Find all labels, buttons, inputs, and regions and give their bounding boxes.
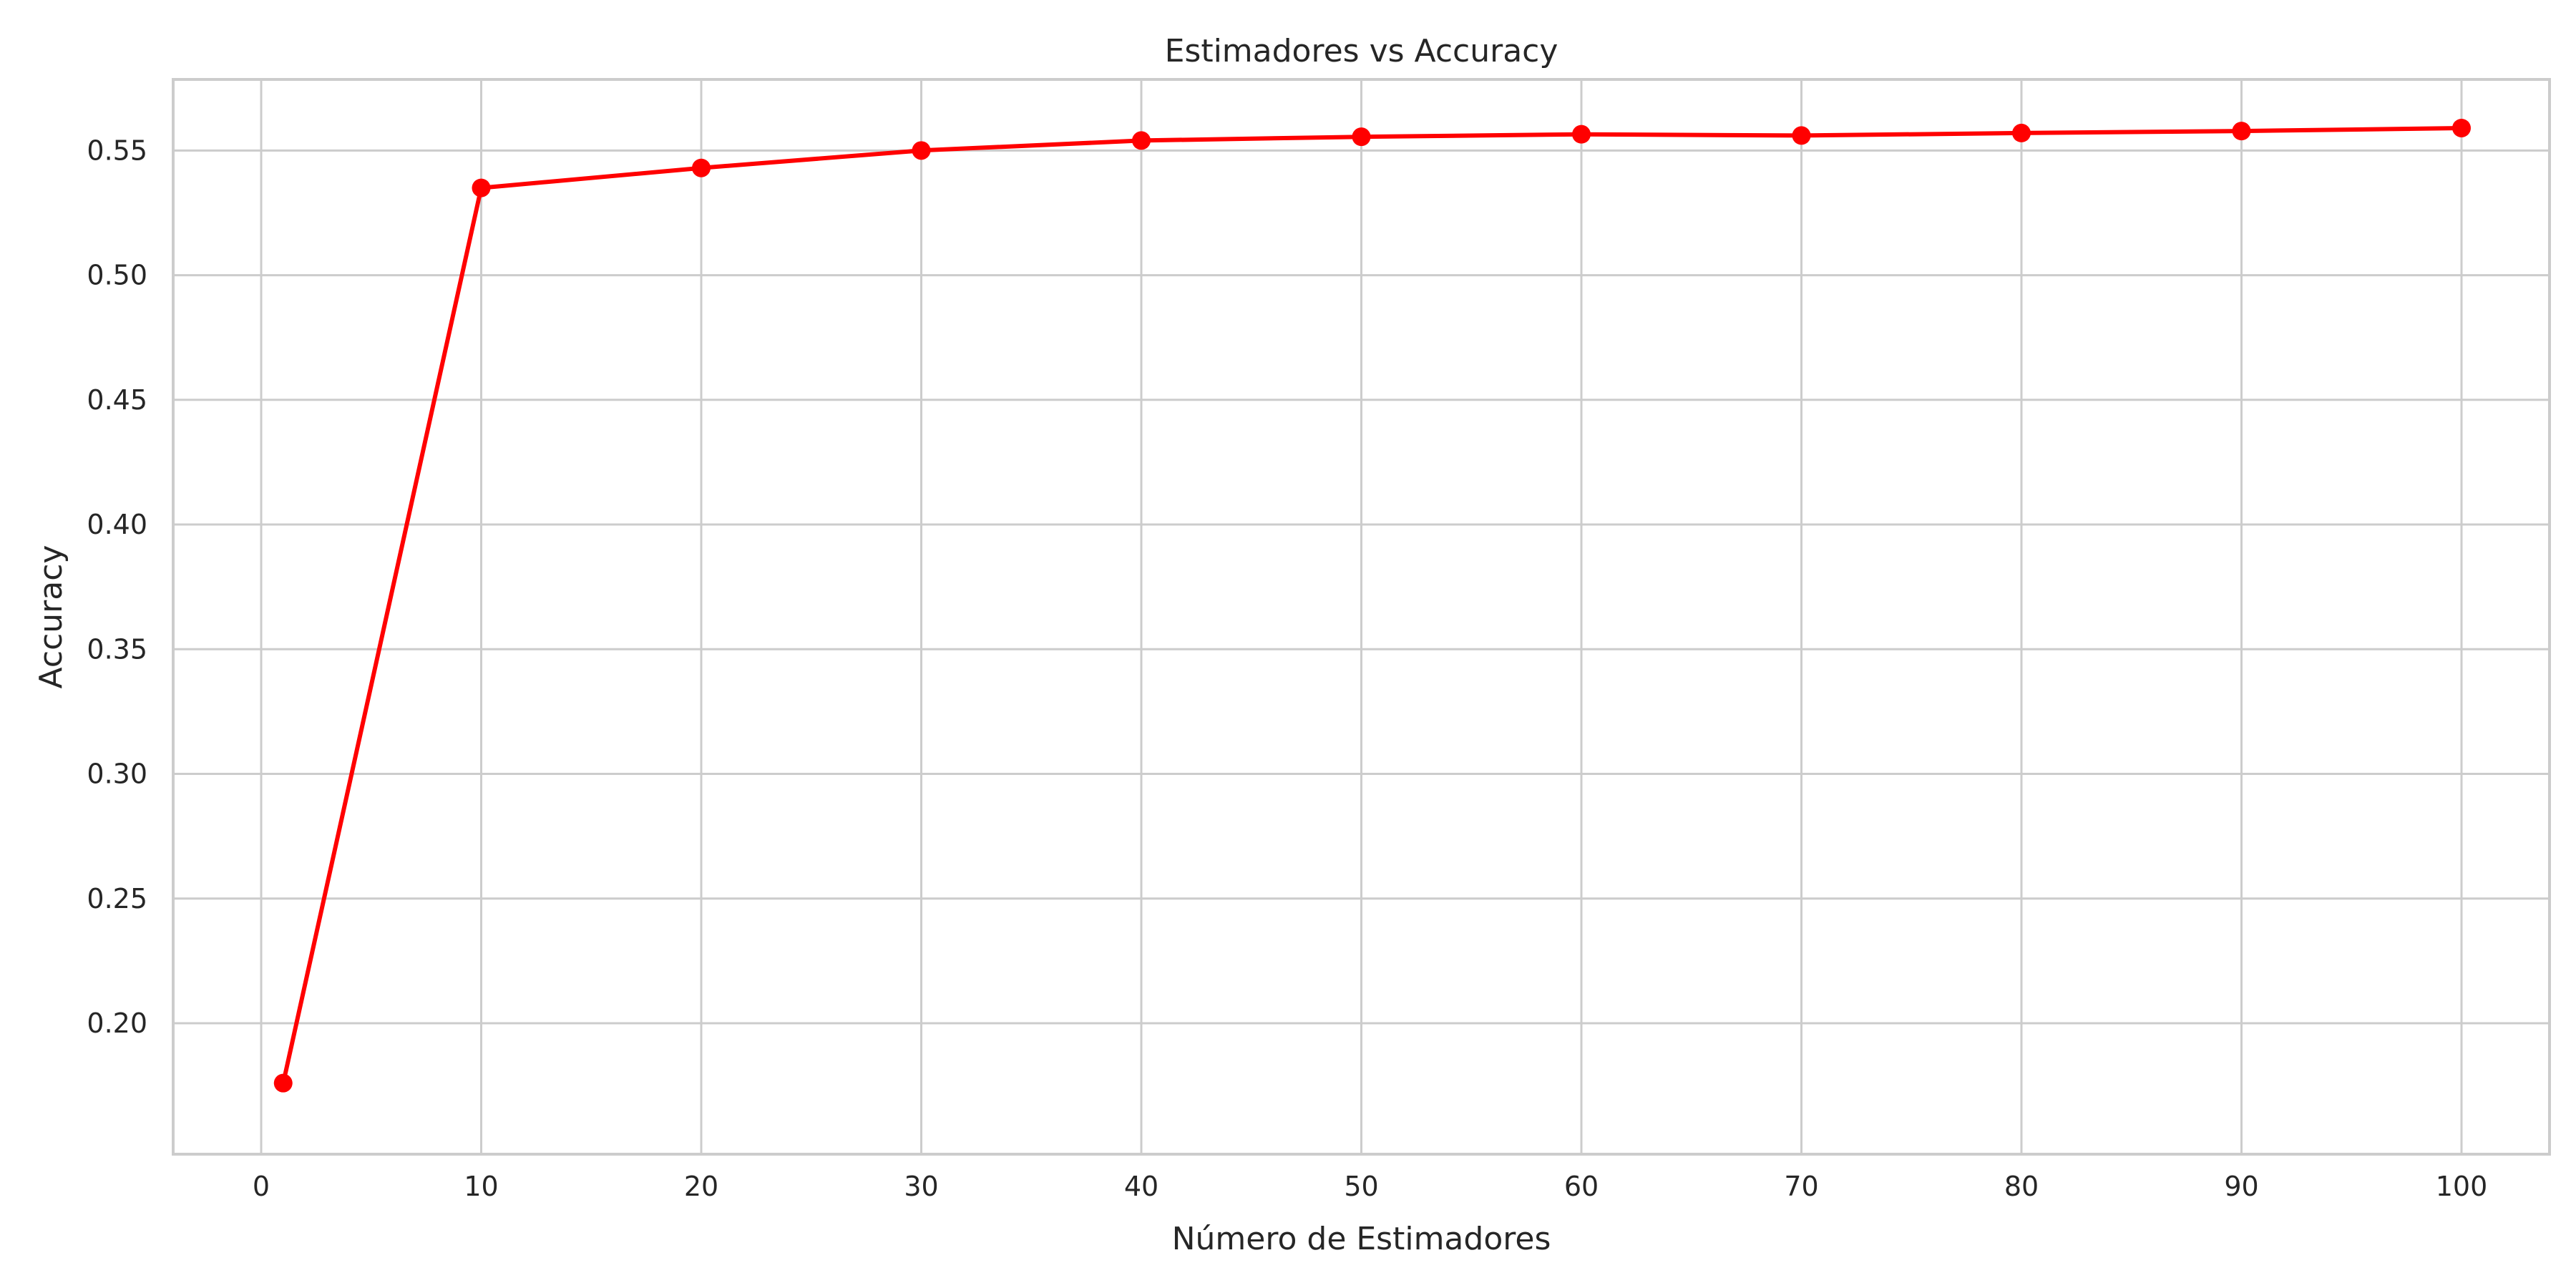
- grid: [173, 79, 2550, 1154]
- x-tick-label: 80: [2004, 1171, 2039, 1202]
- x-tick-label: 10: [464, 1171, 498, 1202]
- data-point: [1352, 127, 1371, 147]
- data-point: [273, 1073, 293, 1093]
- y-tick-label: 0.30: [87, 758, 147, 790]
- data-point: [472, 178, 491, 197]
- y-tick-label: 0.20: [87, 1008, 147, 1039]
- series: [273, 118, 2471, 1093]
- y-tick-label: 0.40: [87, 509, 147, 540]
- x-tick-label: 0: [253, 1171, 270, 1202]
- data-point: [2452, 118, 2471, 137]
- x-tick-label: 50: [1344, 1171, 1378, 1202]
- data-point: [1572, 125, 1591, 144]
- chart-title: Estimadores vs Accuracy: [1165, 33, 1558, 69]
- y-tick-label: 0.45: [87, 384, 147, 416]
- y-tick-label: 0.25: [87, 883, 147, 914]
- plot-frame: [172, 78, 2551, 1156]
- data-point: [2012, 123, 2031, 142]
- x-tick-label: 30: [904, 1171, 938, 1202]
- y-tick-label: 0.50: [87, 260, 147, 291]
- y-tick-label: 0.55: [87, 135, 147, 166]
- x-tick-label: 20: [684, 1171, 718, 1202]
- series-line: [280, 126, 2464, 1085]
- x-tick-label: 100: [2436, 1171, 2488, 1202]
- x-axis-ticks: 0 10 20 30 40 50 60 70 80 90 100: [253, 1171, 2487, 1202]
- x-tick-label: 70: [1784, 1171, 1818, 1202]
- y-tick-label: 0.35: [87, 633, 147, 665]
- data-point: [1792, 126, 1811, 145]
- x-axis-label: Número de Estimadores: [1172, 1221, 1551, 1257]
- y-axis-label: Accuracy: [33, 545, 69, 689]
- y-axis-ticks: 0.20 0.25 0.30 0.35 0.40 0.45 0.50 0.55: [87, 135, 147, 1039]
- data-point: [1132, 131, 1151, 150]
- data-point: [692, 158, 711, 177]
- data-point: [2232, 122, 2251, 141]
- x-tick-label: 60: [1564, 1171, 1599, 1202]
- data-point: [912, 141, 931, 160]
- x-tick-label: 40: [1124, 1171, 1158, 1202]
- x-tick-label: 90: [2224, 1171, 2258, 1202]
